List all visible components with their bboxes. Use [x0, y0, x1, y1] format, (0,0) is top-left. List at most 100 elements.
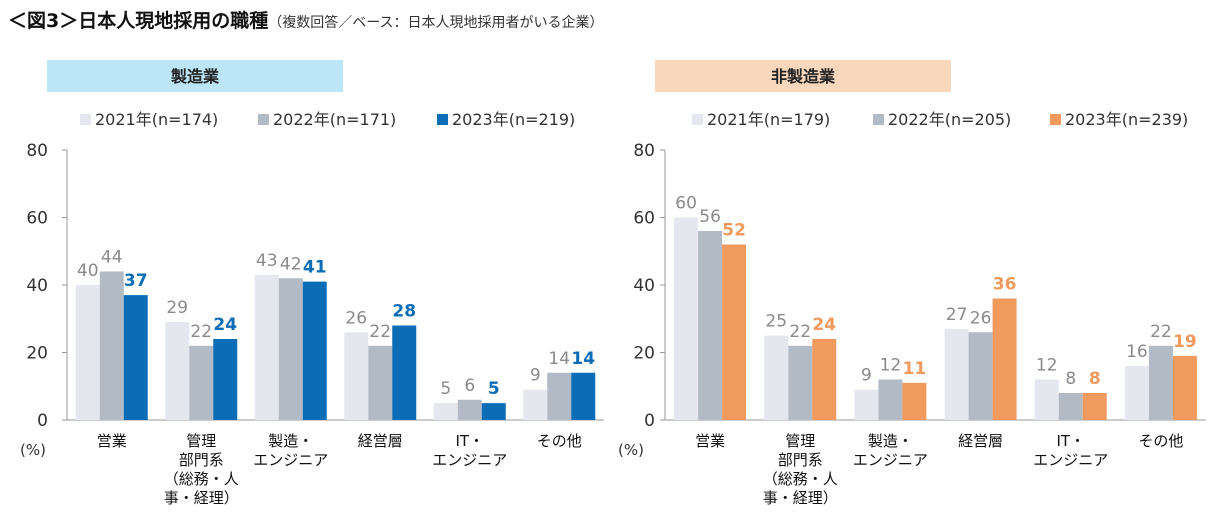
data-label-1-2: 12: [880, 356, 902, 376]
data-label-2-3: 28: [392, 302, 416, 322]
category-label-line: 製造・: [868, 432, 913, 450]
category-label-0: 営業: [695, 432, 725, 450]
category-label-1: 管理部門系（総務・人事・経理）: [763, 432, 838, 507]
chart-banner-manufacturing: [47, 60, 343, 92]
bar-1-1: [788, 345, 813, 420]
category-label-line: その他: [1138, 432, 1183, 450]
category-label-line: 部門系: [778, 451, 823, 469]
data-label-0-1: 25: [765, 312, 787, 332]
y-tick-label: 60: [633, 209, 655, 229]
data-label-1-4: 6: [464, 376, 475, 396]
y-tick-label: 80: [633, 141, 655, 161]
category-label-line: 事・経理）: [763, 489, 838, 507]
bar-1-3: [968, 332, 993, 420]
bar-2-4: [1082, 393, 1107, 420]
legend-swatch-2: [437, 114, 448, 125]
category-label-line: IT・: [1056, 432, 1085, 450]
category-label-3: 経営層: [958, 432, 1003, 450]
data-label-1-5: 14: [548, 349, 570, 369]
data-label-0-2: 43: [256, 251, 278, 271]
data-label-0-3: 27: [946, 305, 968, 325]
category-label-line: 部門系: [179, 451, 224, 469]
y-tick-label: 0: [37, 411, 48, 431]
chart-nonmanufacturing: 非製造業 2021年(n=179) 2022年(n=205) 2023年(n=239)…: [618, 60, 1206, 507]
data-label-2-0: 52: [722, 221, 746, 241]
chart-title-sub: （複数回答／ベース：日本人現地採用者がいる企業）: [268, 15, 604, 31]
category-label-1: 管理部門系（総務・人事・経理）: [164, 432, 239, 507]
category-label-line: IT・: [455, 432, 484, 450]
category-label-4: IT・エンジニア: [1033, 432, 1108, 469]
bar-0-0: [674, 217, 699, 420]
bar-1-1: [189, 345, 214, 420]
bar-2-2: [302, 281, 327, 420]
bar-0-4: [1034, 379, 1059, 420]
bar-2-4: [481, 403, 506, 420]
chart-title-main: ＜図3＞日本人現地採用の職種: [8, 10, 269, 32]
bar-2-2: [902, 382, 927, 420]
bar-2-5: [1172, 355, 1197, 420]
bar-2-3: [392, 325, 417, 420]
legend-swatch-0: [692, 114, 703, 125]
category-label-line: 営業: [97, 432, 127, 450]
chart-title: ＜図3＞日本人現地採用の職種（複数回答／ベース：日本人現地採用者がいる企業）: [8, 6, 604, 33]
bar-1-4: [1058, 393, 1083, 420]
category-label-line: （総務・人: [164, 470, 239, 488]
bar-1-3: [368, 345, 393, 420]
category-label-line: （総務・人: [763, 470, 838, 488]
bar-0-2: [254, 274, 279, 420]
data-label-2-1: 24: [812, 315, 836, 335]
category-label-3: 経営層: [358, 432, 403, 450]
data-label-2-2: 11: [903, 359, 927, 379]
y-tick-label: 80: [26, 141, 48, 161]
category-label-line: エンジニア: [432, 451, 507, 469]
legend-label-2: 2023年(n=239): [1065, 110, 1188, 129]
data-label-0-0: 40: [77, 261, 99, 281]
data-label-2-2: 41: [303, 258, 327, 278]
bar-1-5: [547, 372, 572, 420]
data-label-2-1: 24: [213, 315, 237, 335]
chart-banner-title: 製造業: [170, 67, 220, 86]
bar-1-5: [1148, 345, 1173, 420]
bar-1-2: [278, 278, 303, 420]
legend-label-0: 2021年(n=179): [707, 110, 830, 129]
y-tick-label: 20: [633, 344, 655, 364]
data-label-0-4: 5: [440, 379, 451, 399]
data-label-1-3: 26: [970, 308, 992, 328]
bar-0-2: [854, 389, 879, 420]
data-label-0-2: 9: [861, 366, 872, 386]
legend-swatch-1: [258, 114, 269, 125]
bar-1-0: [698, 231, 723, 420]
category-label-line: 経営層: [358, 432, 403, 450]
legend-label-0: 2021年(n=174): [95, 110, 218, 129]
data-label-1-2: 42: [280, 254, 302, 274]
data-label-2-3: 36: [993, 275, 1017, 295]
category-label-line: エンジニア: [1033, 451, 1108, 469]
data-label-2-4: 5: [488, 379, 500, 399]
category-label-line: 営業: [695, 432, 725, 450]
data-label-1-0: 44: [101, 248, 123, 268]
bar-2-1: [812, 339, 837, 420]
y-tick-label: 40: [26, 276, 48, 296]
data-label-1-0: 56: [699, 207, 721, 227]
bar-2-3: [992, 298, 1017, 420]
legend-swatch-0: [80, 114, 91, 125]
category-label-2: 製造・エンジニア: [253, 432, 328, 469]
bar-1-2: [878, 379, 903, 420]
bar-0-5: [1124, 366, 1149, 420]
bar-0-1: [165, 322, 190, 420]
bar-2-1: [213, 339, 238, 420]
category-label-line: 管理: [785, 432, 815, 450]
category-label-line: 事・経理）: [164, 489, 239, 507]
bar-2-0: [123, 295, 148, 420]
category-label-5: その他: [1138, 432, 1183, 450]
data-label-2-4: 8: [1089, 369, 1101, 389]
data-label-1-1: 22: [190, 322, 212, 342]
data-label-1-3: 22: [369, 322, 391, 342]
legend-label-2: 2023年(n=219): [452, 110, 575, 129]
bar-2-5: [571, 372, 596, 420]
data-label-0-1: 29: [166, 298, 188, 318]
bar-1-0: [99, 271, 124, 420]
chart-banner-nonmanufacturing: [655, 60, 951, 92]
legend-label-1: 2022年(n=171): [273, 110, 396, 129]
